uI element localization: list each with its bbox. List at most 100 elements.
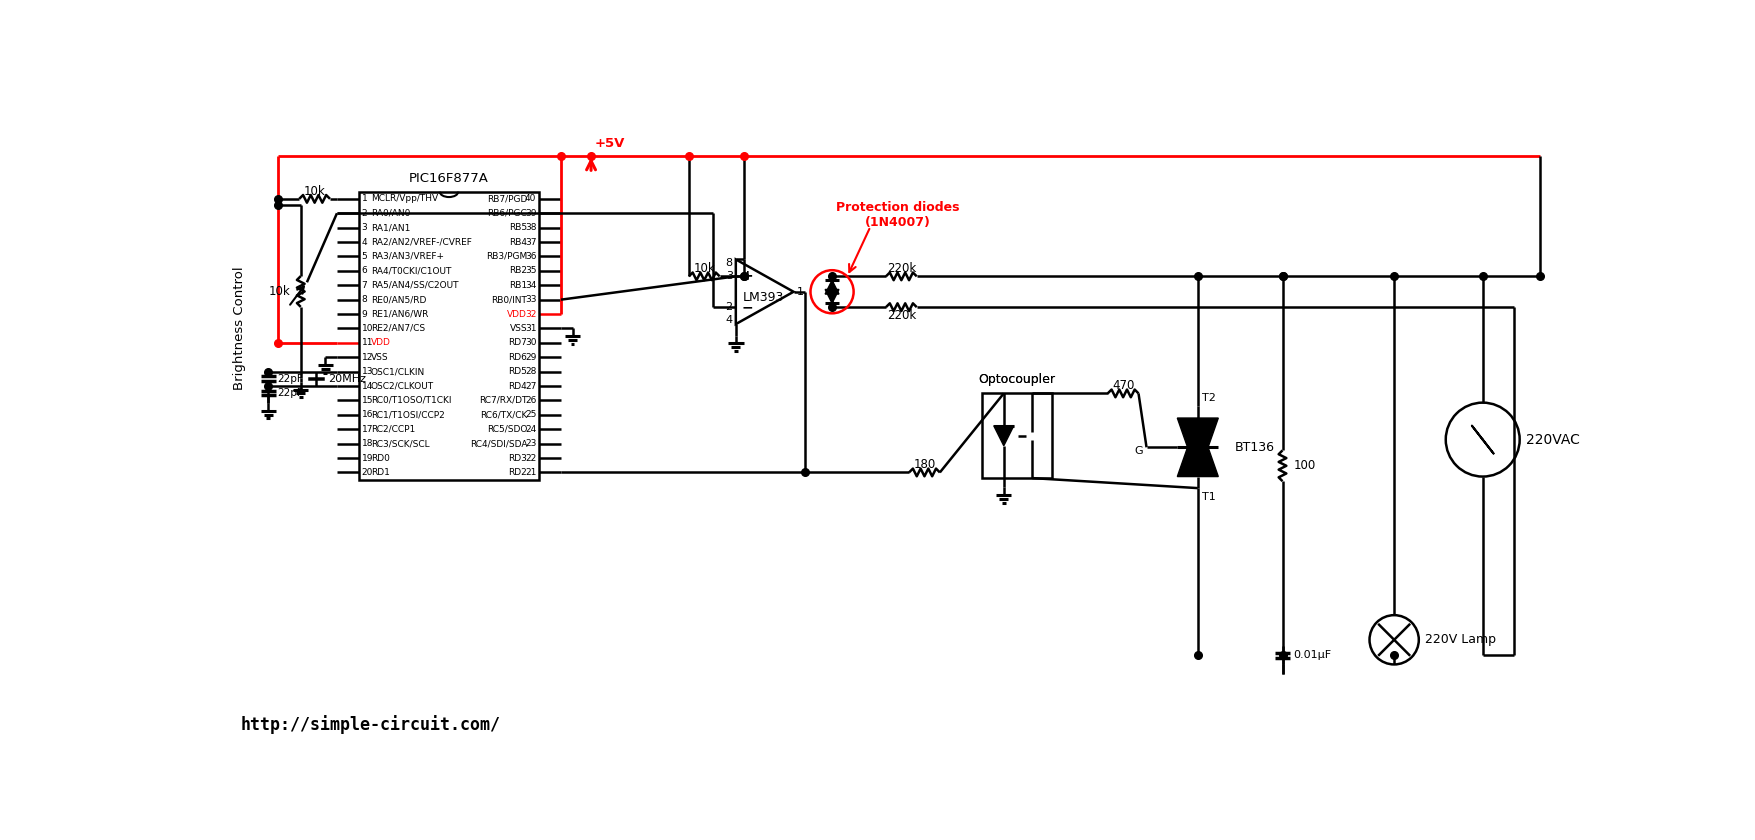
Text: 32: 32 xyxy=(525,310,537,318)
Text: 34: 34 xyxy=(525,281,537,290)
Text: MCLR/Vpp/THV: MCLR/Vpp/THV xyxy=(370,194,439,203)
Text: 0.01μF: 0.01μF xyxy=(1293,650,1332,660)
Text: 7: 7 xyxy=(362,281,367,290)
Text: 29: 29 xyxy=(525,353,537,362)
Text: 18: 18 xyxy=(362,439,374,449)
Bar xyxy=(983,393,1051,478)
Text: 3: 3 xyxy=(727,271,734,281)
Text: RB1: RB1 xyxy=(509,281,526,290)
Text: T1: T1 xyxy=(1202,492,1216,502)
Text: 10: 10 xyxy=(362,324,374,333)
Polygon shape xyxy=(1178,418,1218,476)
Text: 24: 24 xyxy=(525,425,537,433)
Bar xyxy=(309,378,323,380)
Text: RB4: RB4 xyxy=(509,238,526,247)
Text: 22: 22 xyxy=(525,454,537,463)
Text: RB0/INT: RB0/INT xyxy=(491,295,526,304)
Text: +5V: +5V xyxy=(595,138,625,150)
Text: 180: 180 xyxy=(913,459,935,471)
Text: 25: 25 xyxy=(525,411,537,419)
Text: 31: 31 xyxy=(525,324,537,333)
Text: RD2: RD2 xyxy=(509,468,526,477)
Text: 38: 38 xyxy=(525,223,537,232)
Text: 100: 100 xyxy=(1293,459,1316,472)
Text: Brightness Control: Brightness Control xyxy=(233,266,246,390)
Text: 20: 20 xyxy=(362,468,374,477)
Text: RC1/T1OSI/CCP2: RC1/T1OSI/CCP2 xyxy=(370,411,444,419)
Text: 10k: 10k xyxy=(304,185,325,197)
Text: 2: 2 xyxy=(725,302,734,312)
Text: 470: 470 xyxy=(1113,379,1134,392)
Text: RA4/T0CKI/C1OUT: RA4/T0CKI/C1OUT xyxy=(370,266,451,276)
Text: 19: 19 xyxy=(362,454,374,463)
Text: RD7: RD7 xyxy=(509,339,526,348)
Text: 220k: 220k xyxy=(886,309,916,322)
Bar xyxy=(358,192,539,480)
Text: 4: 4 xyxy=(362,238,367,247)
Text: LM393: LM393 xyxy=(742,291,784,304)
Text: 33: 33 xyxy=(525,295,537,304)
Text: RC0/T1OSO/T1CKI: RC0/T1OSO/T1CKI xyxy=(370,396,451,405)
Text: 22pF: 22pF xyxy=(277,374,304,384)
Polygon shape xyxy=(825,290,839,303)
Text: 22pF: 22pF xyxy=(277,388,304,398)
Text: VDD: VDD xyxy=(507,310,526,318)
Text: Optocoupler: Optocoupler xyxy=(978,373,1055,386)
Text: 6: 6 xyxy=(362,266,367,276)
Text: RD5: RD5 xyxy=(509,367,526,376)
Text: PIC16F877A: PIC16F877A xyxy=(409,172,490,186)
Text: 220V Lamp: 220V Lamp xyxy=(1425,633,1495,646)
Text: RD4: RD4 xyxy=(509,381,526,391)
Text: RE2/AN7/CS: RE2/AN7/CS xyxy=(370,324,425,333)
Text: VSS: VSS xyxy=(509,324,526,333)
Text: 4: 4 xyxy=(725,315,734,325)
Text: RA2/AN2/VREF-/CVREF: RA2/AN2/VREF-/CVREF xyxy=(370,238,472,247)
Text: RE1/AN6/WR: RE1/AN6/WR xyxy=(370,310,428,318)
Text: VDD: VDD xyxy=(370,339,391,348)
Text: RB6/PGC: RB6/PGC xyxy=(488,209,526,218)
Text: 27: 27 xyxy=(525,381,537,391)
Text: 14: 14 xyxy=(362,381,374,391)
Text: RC6/TX/CK: RC6/TX/CK xyxy=(479,411,526,419)
Text: 28: 28 xyxy=(525,367,537,376)
Text: RD1: RD1 xyxy=(370,468,390,477)
Text: 1: 1 xyxy=(362,194,367,203)
Text: RA1/AN1: RA1/AN1 xyxy=(370,223,411,232)
Text: 16: 16 xyxy=(362,411,374,419)
Text: 8: 8 xyxy=(725,258,734,268)
Text: 8: 8 xyxy=(362,295,367,304)
Text: T2: T2 xyxy=(1202,392,1216,402)
Text: RC3/SCK/SCL: RC3/SCK/SCL xyxy=(370,439,430,449)
Text: 35: 35 xyxy=(525,266,537,276)
Text: −: − xyxy=(742,300,753,314)
Text: G: G xyxy=(1134,446,1143,456)
Text: 1: 1 xyxy=(797,286,804,297)
Text: 39: 39 xyxy=(525,209,537,218)
Text: +: + xyxy=(742,270,753,283)
Text: 37: 37 xyxy=(525,238,537,247)
Text: 13: 13 xyxy=(362,367,374,376)
Text: 26: 26 xyxy=(525,396,537,405)
Text: RA5/AN4/SS/C2OUT: RA5/AN4/SS/C2OUT xyxy=(370,281,458,290)
Text: 10k: 10k xyxy=(693,262,714,276)
Text: 9: 9 xyxy=(362,310,367,318)
Text: 20MHz: 20MHz xyxy=(328,374,367,384)
Text: 220VAC: 220VAC xyxy=(1525,433,1580,447)
Text: RC5/SDO: RC5/SDO xyxy=(486,425,526,433)
Text: BT136: BT136 xyxy=(1236,441,1274,454)
Text: http://simple-circuit.com/: http://simple-circuit.com/ xyxy=(240,715,500,734)
Text: RB5: RB5 xyxy=(509,223,526,232)
Text: 220k: 220k xyxy=(886,262,916,276)
Text: 30: 30 xyxy=(525,339,537,348)
Text: Protection diodes
(1N4007): Protection diodes (1N4007) xyxy=(835,201,960,228)
Text: RC4/SDI/SDA: RC4/SDI/SDA xyxy=(470,439,526,449)
Text: 23: 23 xyxy=(525,439,537,449)
Text: 10k: 10k xyxy=(269,285,290,298)
Text: RB2: RB2 xyxy=(509,266,526,276)
Text: 2: 2 xyxy=(362,209,367,218)
Text: 11: 11 xyxy=(362,339,374,348)
Text: RD0: RD0 xyxy=(370,454,390,463)
Text: VSS: VSS xyxy=(370,353,388,362)
Text: RC2/CCP1: RC2/CCP1 xyxy=(370,425,416,433)
Text: 17: 17 xyxy=(362,425,374,433)
